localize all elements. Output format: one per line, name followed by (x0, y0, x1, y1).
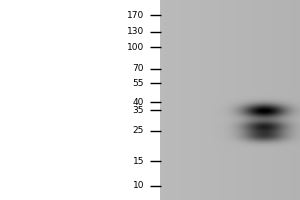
Text: 15: 15 (133, 157, 144, 166)
Text: 100: 100 (127, 43, 144, 52)
Text: 170: 170 (127, 11, 144, 20)
Text: 130: 130 (127, 27, 144, 36)
Text: 10: 10 (133, 181, 144, 190)
Text: 40: 40 (133, 98, 144, 107)
Text: 55: 55 (133, 79, 144, 88)
Text: 35: 35 (133, 106, 144, 115)
Text: 70: 70 (133, 64, 144, 73)
Text: 25: 25 (133, 126, 144, 135)
